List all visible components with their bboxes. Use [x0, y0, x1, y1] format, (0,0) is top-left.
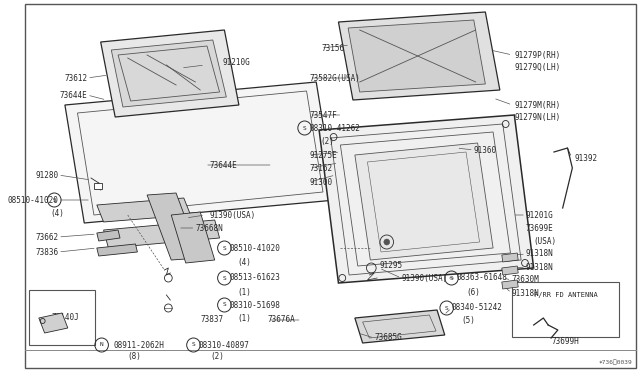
Text: 91318N: 91318N — [526, 250, 554, 259]
Bar — [513, 282, 619, 337]
Bar — [29, 290, 95, 345]
Polygon shape — [97, 244, 138, 256]
Polygon shape — [172, 212, 215, 263]
Text: 08310-51698: 08310-51698 — [229, 301, 280, 310]
Polygon shape — [502, 253, 518, 262]
Text: S: S — [303, 125, 307, 131]
Polygon shape — [147, 193, 200, 260]
Text: 73685G: 73685G — [374, 334, 402, 343]
Text: 73837: 73837 — [200, 315, 223, 324]
Text: 73630M: 73630M — [511, 276, 540, 285]
Text: 91279M(RH): 91279M(RH) — [515, 100, 561, 109]
Text: 91275E: 91275E — [310, 151, 337, 160]
Polygon shape — [97, 198, 191, 222]
Polygon shape — [39, 313, 68, 333]
Text: 73612: 73612 — [64, 74, 87, 83]
Text: 73676A: 73676A — [268, 315, 296, 324]
Text: S: S — [450, 276, 453, 280]
Text: 08363-61648: 08363-61648 — [456, 273, 508, 282]
Text: S: S — [52, 198, 56, 202]
Text: (2): (2) — [211, 353, 225, 362]
Polygon shape — [100, 30, 239, 117]
Text: (1): (1) — [237, 314, 251, 323]
Circle shape — [384, 239, 390, 245]
Text: (2): (2) — [320, 137, 334, 145]
Polygon shape — [502, 266, 518, 275]
Polygon shape — [319, 115, 534, 283]
Polygon shape — [502, 280, 518, 289]
Text: 91280: 91280 — [35, 170, 58, 180]
Text: 73644E: 73644E — [210, 160, 237, 170]
Text: 73140J: 73140J — [51, 314, 79, 323]
Text: 91390(USA): 91390(USA) — [210, 211, 256, 219]
Text: (5): (5) — [461, 317, 475, 326]
Text: 08911-2062H: 08911-2062H — [113, 340, 164, 350]
Polygon shape — [355, 143, 493, 260]
Text: (4): (4) — [237, 257, 251, 266]
Text: 73662: 73662 — [35, 232, 58, 241]
Text: S: S — [223, 276, 227, 280]
Text: 91318N: 91318N — [526, 263, 554, 272]
Text: 91392: 91392 — [574, 154, 597, 163]
Polygon shape — [65, 82, 335, 223]
Text: 91279Q(LH): 91279Q(LH) — [515, 62, 561, 71]
Text: 73156: 73156 — [321, 44, 344, 52]
Text: (4): (4) — [50, 208, 64, 218]
Text: 91201G: 91201G — [526, 211, 554, 219]
Text: 08513-61623: 08513-61623 — [229, 273, 280, 282]
Text: (6): (6) — [466, 288, 480, 296]
Text: 91279P(RH): 91279P(RH) — [515, 51, 561, 60]
Polygon shape — [355, 310, 445, 343]
Text: 91318N: 91318N — [511, 289, 540, 298]
Polygon shape — [348, 20, 485, 92]
Polygon shape — [339, 12, 500, 100]
Text: 91279N(LH): 91279N(LH) — [515, 112, 561, 122]
Text: 08510-41020: 08510-41020 — [7, 196, 58, 205]
Text: 73668N: 73668N — [195, 224, 223, 232]
Text: 91390(USA): 91390(USA) — [401, 273, 447, 282]
Text: S: S — [223, 302, 227, 308]
Bar — [94, 183, 102, 189]
Text: 08340-51242: 08340-51242 — [452, 304, 502, 312]
Text: 91210G: 91210G — [223, 58, 250, 67]
Text: S: S — [445, 305, 449, 311]
Text: 91360: 91360 — [474, 145, 497, 154]
Text: 73547F: 73547F — [310, 110, 337, 119]
Text: N: N — [100, 343, 104, 347]
Text: 73162: 73162 — [310, 164, 333, 173]
Text: 73699E: 73699E — [526, 224, 554, 232]
Text: S: S — [223, 246, 227, 250]
Text: 73644E: 73644E — [60, 90, 87, 99]
Text: 73699H: 73699H — [552, 337, 579, 346]
Text: (USA): (USA) — [534, 237, 557, 246]
Text: 73582G(USA): 73582G(USA) — [310, 74, 360, 83]
Text: ✶736「0039: ✶736「0039 — [598, 359, 632, 365]
Text: 08510-41020: 08510-41020 — [229, 244, 280, 253]
Polygon shape — [111, 40, 227, 107]
Polygon shape — [97, 230, 120, 241]
Polygon shape — [104, 220, 220, 248]
Text: 91295: 91295 — [379, 260, 402, 269]
Text: F/RR FD ANTENNA: F/RR FD ANTENNA — [534, 292, 598, 298]
Text: (1): (1) — [237, 288, 251, 296]
Text: S: S — [191, 343, 195, 347]
Text: 73836: 73836 — [35, 247, 58, 257]
Text: 08310-40897: 08310-40897 — [198, 340, 249, 350]
Text: (8): (8) — [128, 353, 141, 362]
Text: 91300: 91300 — [310, 177, 333, 186]
Text: 08310-41262: 08310-41262 — [310, 124, 360, 132]
